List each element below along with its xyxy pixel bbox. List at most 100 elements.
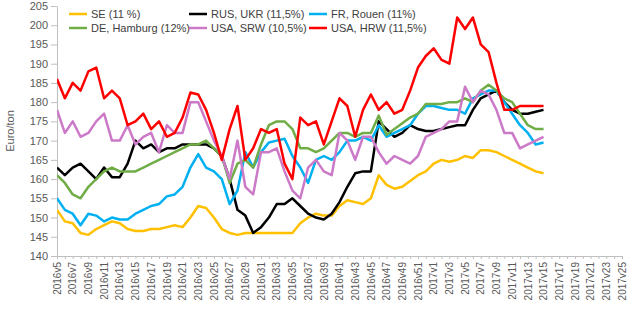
y-tick-label: 190 [30, 58, 48, 70]
series-line [57, 85, 544, 198]
x-tick-mark [128, 256, 129, 259]
x-tick: 2017v9 [491, 256, 502, 295]
x-tick: 2016v5 [52, 256, 63, 295]
x-tick-label: 2017v23 [601, 262, 612, 301]
legend-item: USA, HRW (11,5%) [309, 22, 427, 34]
x-tick: 2016v9 [83, 256, 94, 295]
x-tick: 2016v39 [319, 256, 330, 300]
x-tick: 2016v33 [271, 256, 282, 300]
y-tick-mark [51, 160, 57, 161]
x-tick-mark [308, 256, 309, 259]
x-tick-mark [277, 256, 278, 259]
x-tick-mark [544, 256, 545, 259]
x-tick [473, 256, 474, 259]
x-tick: 2017v15 [538, 256, 549, 300]
x-tick-label: 2016v27 [224, 262, 235, 301]
x-tick-mark [230, 256, 231, 259]
legend-swatch [69, 13, 87, 16]
x-tick-mark [449, 256, 450, 259]
x-tick-label: 2017v11 [507, 262, 518, 300]
chart: 1401451501551601651701751801851901952002… [0, 0, 642, 318]
x-tick-mark [151, 256, 152, 259]
x-tick-label: 2016v49 [397, 262, 408, 301]
x-tick [598, 256, 599, 259]
x-tick [285, 256, 286, 259]
x-tick [457, 256, 458, 259]
x-tick: 2016v15 [130, 256, 141, 300]
legend-label: DE, Hamburg (12%) [91, 22, 190, 34]
x-tick-mark [245, 256, 246, 259]
series-line [57, 18, 544, 180]
lines [57, 18, 544, 235]
x-tick [394, 256, 395, 259]
x-tick-label: 2016v33 [271, 262, 282, 301]
y-tick: 180 [30, 96, 57, 108]
x-tick-mark [73, 256, 74, 259]
y-tick: 195 [30, 38, 57, 50]
x-tick-label: 2016v51 [413, 262, 424, 301]
x-tick [551, 256, 552, 259]
x-tick-mark [190, 256, 191, 259]
x-tick: 2016v43 [350, 256, 361, 300]
plot: 1401451501551601651701751801851901952002… [30, 0, 628, 300]
x-tick [206, 256, 207, 259]
y-tick-label: 195 [30, 38, 48, 50]
y-tick-label: 150 [30, 212, 48, 224]
x-tick-label: 2016v11 [99, 262, 110, 300]
x-tick: 2017v19 [570, 256, 581, 300]
y-tick-label: 185 [30, 77, 48, 89]
x-tick-label: 2017v17 [554, 262, 565, 301]
x-tick-mark [159, 256, 160, 259]
x-tick: 2016v31 [256, 256, 267, 300]
x-tick-mark [167, 256, 168, 259]
y-tick-mark [51, 64, 57, 65]
y-tick: 175 [30, 115, 57, 127]
x-tick-mark [88, 256, 89, 259]
y-tick-mark [51, 198, 57, 199]
x-tick: 2016v29 [240, 256, 251, 300]
x-tick: 2016v35 [287, 256, 298, 300]
legend-item: DE, Hamburg (12%) [69, 22, 190, 34]
x-tick-label: 2016v23 [193, 262, 204, 301]
x-tick-label: 2016v31 [256, 262, 267, 301]
x-tick-mark [622, 256, 623, 259]
x-tick: 2016v47 [381, 256, 392, 300]
x-tick-mark [442, 256, 443, 259]
y-tick-mark [51, 6, 57, 7]
x-tick-mark [355, 256, 356, 259]
x-tick-label: 2017v7 [475, 262, 486, 295]
x-tick [442, 256, 443, 259]
x-tick-mark [551, 256, 552, 259]
x-tick-mark [520, 256, 521, 259]
x-tick: 2016v21 [177, 256, 188, 300]
x-tick-mark [120, 256, 121, 259]
x-tick-mark [489, 256, 490, 259]
x-tick-label: 2017v25 [617, 262, 628, 301]
series-line [57, 91, 544, 226]
y-tick: 140 [30, 250, 57, 262]
y-tick: 160 [30, 173, 57, 185]
x-tick [426, 256, 427, 259]
x-tick-mark [598, 256, 599, 259]
x-tick-label: 2016v7 [67, 262, 78, 295]
x-tick-mark [473, 256, 474, 259]
x-tick-mark [465, 256, 466, 259]
x-tick-mark [222, 256, 223, 259]
x-tick-mark [606, 256, 607, 259]
x-tick [269, 256, 270, 259]
x-tick-mark [481, 256, 482, 259]
x-tick-mark [387, 256, 388, 259]
x-tick-mark [96, 256, 97, 259]
x-tick-label: 2016v29 [240, 262, 251, 301]
x-tick-label: 2016v47 [381, 262, 392, 301]
legend: SE (11 %)RUS, UKR (11,5%)FR, Rouen (11%)… [69, 8, 427, 34]
x-tick-label: 2016v13 [114, 262, 125, 301]
x-tick: 2016v11 [99, 256, 110, 300]
legend-item: USA, SRW (10,5%) [189, 22, 307, 34]
y-tick-mark [51, 44, 57, 45]
x-tick-mark [614, 256, 615, 259]
legend-label: SE (11 %) [91, 8, 140, 20]
x-tick-mark [512, 256, 513, 259]
x-tick-mark [504, 256, 505, 259]
x-tick: 2017v25 [617, 256, 628, 300]
